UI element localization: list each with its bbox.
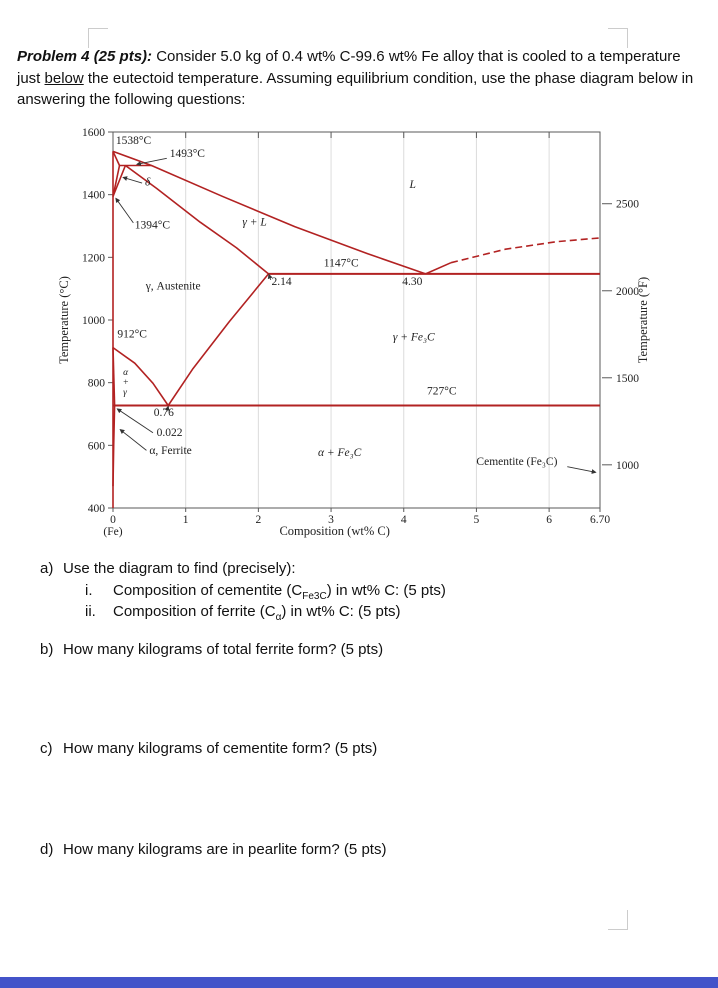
phase-boundary-a3 <box>112 346 169 406</box>
y-tick-label-celsius: 600 <box>88 440 106 452</box>
question-a: a) Use the diagram to find (precisely): <box>40 560 296 577</box>
problem-underlined-word: below <box>44 69 84 87</box>
leader-line <box>136 157 167 166</box>
phase-boundary-liquidus-hypoeutectic <box>112 150 426 275</box>
annotation: L <box>409 179 416 191</box>
x-tick-label: 1 <box>183 514 189 526</box>
annotation: 912°C <box>117 329 147 341</box>
y-tick-label-fahrenheit: 1000 <box>616 460 639 472</box>
annotation: 0.022 <box>157 427 183 439</box>
annotation: α + Fe₃C <box>318 447 362 459</box>
phase-boundary-delta-gamma-right <box>112 165 127 197</box>
phase-boundary-alpha-gamma-left <box>112 347 116 406</box>
y-tick-label-fahrenheit: 1500 <box>616 373 639 385</box>
leader-line <box>164 405 170 412</box>
x-tick-label: 6 <box>546 514 552 526</box>
annotation: 1147°C <box>324 258 359 270</box>
y-tick-label-fahrenheit: 2000 <box>616 286 639 298</box>
y-tick-label-celsius: 400 <box>88 503 106 515</box>
y-tick-label-celsius: 800 <box>88 378 106 390</box>
y-tick-label-celsius: 1400 <box>82 190 105 202</box>
question-a-text: Use the diagram to find (precisely): <box>63 560 296 577</box>
leader-line <box>119 429 147 451</box>
question-a-ii-text: Composition of ferrite (Cα) in wt% C: (5… <box>113 603 401 623</box>
phase-boundary-liquidus-hypereutectic-dashed <box>450 237 601 264</box>
question-b-text: How many kilograms of total ferrite form… <box>63 641 384 658</box>
problem-statement: Problem 4 (25 pts): Consider 5.0 kg of 0… <box>17 46 707 111</box>
page-corner-mark-top-left <box>88 28 108 48</box>
problem-label: Problem 4 (25 pts): <box>17 48 153 65</box>
question-a-i-text: Composition of cementite (CFe3C) in wt% … <box>113 582 446 602</box>
question-a-ii-post: ) in wt% C: (5 pts) <box>281 603 401 620</box>
annotation: γ + L <box>242 216 266 228</box>
question-c-number: c) <box>40 740 53 757</box>
x-origin-label: (Fe) <box>103 526 122 538</box>
leader-line <box>122 176 143 184</box>
question-b-number: b) <box>40 641 54 658</box>
question-a-ii: ii. Composition of ferrite (Cα) in wt% C:… <box>85 603 401 623</box>
leader-line <box>567 466 597 474</box>
question-c-text: How many kilograms of cementite form? (5… <box>63 740 378 757</box>
page-corner-mark-top-right <box>608 28 628 48</box>
annotation: α, Ferrite <box>149 445 191 457</box>
question-a-i-number: i. <box>85 582 93 599</box>
annotation: γ <box>123 388 127 398</box>
y-tick-label-fahrenheit: 2500 <box>616 199 639 211</box>
x-tick-label: 5 <box>474 514 480 526</box>
phase-boundary-delta-solidus <box>112 151 121 166</box>
question-a-ii-number: ii. <box>85 603 96 620</box>
annotation: γ, Austenite <box>145 280 201 292</box>
annotation: 4.30 <box>402 276 422 288</box>
x-tick-label: 2 <box>255 514 261 526</box>
question-d-number: d) <box>40 841 54 858</box>
annotation: 1493°C <box>170 148 206 160</box>
question-c: c) How many kilograms of cementite form? … <box>40 740 377 757</box>
annotation: 2.14 <box>271 276 291 288</box>
annotation: 1394°C <box>135 220 171 232</box>
leader-line <box>115 197 134 224</box>
x-tick-label: 3 <box>328 514 334 526</box>
footer-bar <box>0 977 718 988</box>
y-axis-title-left: Temperature (°C) <box>57 276 71 364</box>
annotation: + <box>123 378 128 388</box>
question-d: d) How many kilograms are in pearlite for… <box>40 841 386 858</box>
question-b: b) How many kilograms of total ferrite fo… <box>40 641 383 658</box>
x-tick-label: 0 <box>110 514 116 526</box>
question-a-i-subscript: Fe3C <box>302 591 327 602</box>
question-a-number: a) <box>40 560 54 577</box>
question-a-ii-subscript: α <box>275 612 282 623</box>
phase-boundary-acm <box>167 273 270 406</box>
question-a-ii-pre: Composition of ferrite (C <box>113 603 276 620</box>
y-tick-label-celsius: 1000 <box>82 315 105 327</box>
annotation: Cementite (Fe₃C) <box>476 456 557 468</box>
y-tick-label-celsius: 1200 <box>82 252 105 264</box>
x-tick-label: 6.70 <box>590 514 610 526</box>
leader-line <box>267 273 273 281</box>
phase-diagram-figure: 0 1 2 3 4 5 6 6.70 400 600 800 1000 1200 1400 1600 1000… <box>50 120 690 550</box>
question-a-i: i. Composition of cementite (CFe3C) in wt… <box>85 582 446 602</box>
annotation: δ <box>145 176 151 188</box>
phase-boundary-alpha-solvus <box>112 405 116 487</box>
phase-boundary-gamma-solidus <box>124 164 270 275</box>
annotation: 1538°C <box>116 135 152 147</box>
annotation: 0.76 <box>154 407 174 419</box>
leader-line <box>116 408 154 434</box>
x-axis-title: Composition (wt% C) <box>279 524 389 538</box>
question-a-i-post: ) in wt% C: (5 pts) <box>326 582 446 599</box>
annotation: 727°C <box>427 386 457 398</box>
question-d-text: How many kilograms are in pearlite form?… <box>63 841 387 858</box>
y-tick-label-celsius: 1600 <box>82 127 105 139</box>
page-corner-mark-bottom-right <box>608 910 628 930</box>
y-axis-title-right: Temperature (°F) <box>636 277 650 363</box>
x-tick-label: 4 <box>401 514 407 526</box>
phase-boundary-delta-gamma-left <box>112 165 121 197</box>
annotation: γ + Fe₃C <box>393 332 435 344</box>
annotation: α <box>123 368 129 378</box>
phase-boundary-liquidus-hypereutectic-solid <box>425 261 452 275</box>
phase-diagram: 0 1 2 3 4 5 6 6.70 400 600 800 1000 1200 1400 1600 1000… <box>57 127 650 538</box>
question-a-i-pre: Composition of cementite (C <box>113 582 303 599</box>
problem-text-1: Consider 5.0 kg of 0.4 wt% C-99.6 wt% Fe… <box>17 48 681 87</box>
problem-text-2: the eutectoid temperature. Assuming equi… <box>17 69 694 109</box>
